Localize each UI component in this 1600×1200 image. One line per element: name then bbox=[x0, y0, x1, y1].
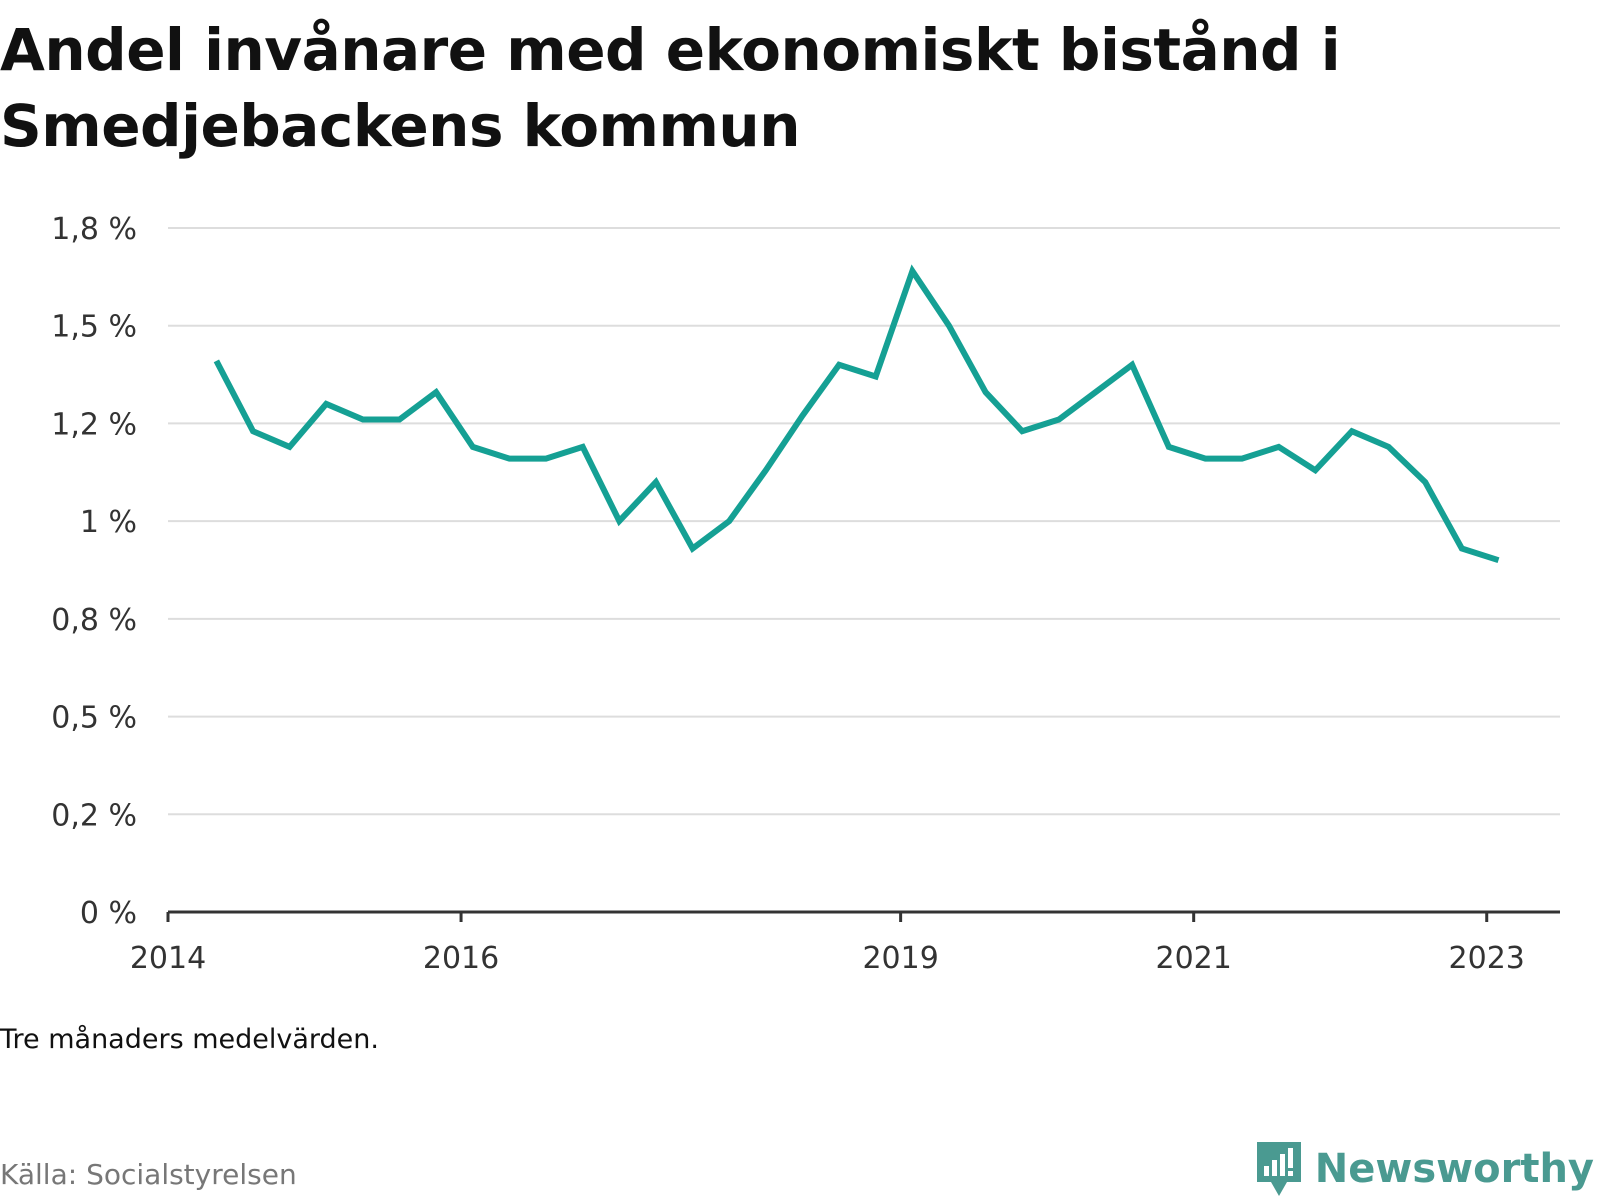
y-tick-label: 0,8 % bbox=[51, 603, 137, 638]
data-point bbox=[1459, 546, 1465, 552]
data-point bbox=[323, 401, 329, 407]
data-point bbox=[836, 362, 842, 368]
data-point bbox=[1056, 417, 1062, 423]
y-tick-label: 0,2 % bbox=[51, 798, 137, 833]
x-tick-label: 2014 bbox=[130, 941, 206, 976]
data-point bbox=[433, 389, 439, 395]
data-point bbox=[250, 428, 256, 434]
data-point bbox=[799, 413, 805, 419]
chart-note: Tre månaders medelvärden. bbox=[0, 1024, 379, 1055]
chart-title: Andel invånare med ekonomiskt bistånd i … bbox=[0, 16, 1341, 160]
source-text: Källa: Socialstyrelsen bbox=[0, 1158, 297, 1191]
x-tick-label: 2016 bbox=[423, 941, 499, 976]
data-point bbox=[1166, 444, 1172, 450]
data-point bbox=[983, 389, 989, 395]
y-tick-label: 1,2 % bbox=[51, 407, 137, 442]
data-point bbox=[213, 358, 219, 364]
data-point bbox=[653, 479, 659, 485]
y-tick-label: 1,5 % bbox=[51, 310, 137, 345]
data-point bbox=[1495, 557, 1501, 563]
newsworthy-logo[interactable]: Newsworthy bbox=[1255, 1140, 1594, 1198]
series-line bbox=[213, 264, 1500, 564]
brand-name: Newsworthy bbox=[1314, 1146, 1594, 1192]
gridlines bbox=[168, 227, 1560, 816]
data-point bbox=[580, 444, 586, 450]
data-point bbox=[397, 417, 403, 423]
data-point bbox=[1349, 428, 1355, 434]
data-point bbox=[909, 268, 915, 274]
data-point bbox=[1202, 456, 1208, 462]
data-point bbox=[1386, 444, 1392, 450]
data-point bbox=[763, 467, 769, 473]
y-tick-label: 0 % bbox=[80, 896, 137, 931]
series-group bbox=[213, 264, 1501, 564]
y-tick-label: 1,8 % bbox=[51, 212, 137, 247]
data-point bbox=[726, 518, 732, 524]
data-point bbox=[470, 444, 476, 450]
line-chart: 0 % 0,2 % 0,5 % 0,8 % 1 % 1,2 % 1,5 % 1,8 % 201… bbox=[51, 212, 1560, 976]
data-point bbox=[543, 456, 549, 462]
bar-chart-speech-bubble-icon bbox=[1256, 1142, 1301, 1196]
data-point bbox=[1093, 389, 1099, 395]
data-point bbox=[1276, 444, 1282, 450]
data-point bbox=[690, 546, 696, 552]
data-point bbox=[1422, 479, 1428, 485]
data-point bbox=[873, 374, 879, 380]
data-point bbox=[1019, 428, 1025, 434]
x-tick-label: 2023 bbox=[1449, 941, 1525, 976]
x-axis: 2014 2016 2019 2021 2023 bbox=[130, 910, 1560, 976]
data-point bbox=[1129, 362, 1135, 368]
y-tick-label: 1 % bbox=[80, 505, 137, 540]
data-point bbox=[360, 417, 366, 423]
data-point bbox=[506, 456, 512, 462]
y-tick-label: 0,5 % bbox=[51, 701, 137, 736]
data-point bbox=[1239, 456, 1245, 462]
x-tick-label: 2021 bbox=[1156, 941, 1232, 976]
data-point bbox=[287, 444, 293, 450]
data-point bbox=[946, 323, 952, 329]
x-tick-label: 2019 bbox=[862, 941, 938, 976]
y-axis-ticks: 0 % 0,2 % 0,5 % 0,8 % 1 % 1,2 % 1,5 % 1,8 % bbox=[51, 212, 137, 931]
data-point bbox=[1312, 467, 1318, 473]
data-point bbox=[616, 518, 622, 524]
